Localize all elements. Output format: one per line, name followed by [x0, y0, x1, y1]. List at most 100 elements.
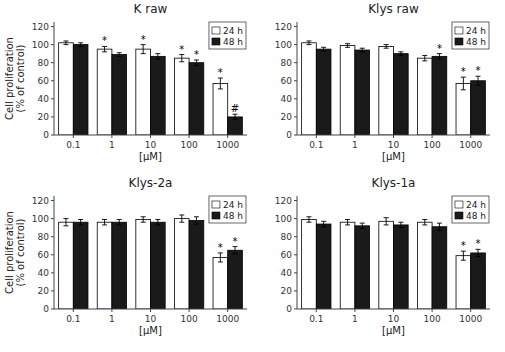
legend-label: 24 h	[223, 200, 243, 210]
bar	[471, 253, 486, 309]
y-tick	[51, 26, 54, 27]
y-axis-label-line: Cell proliferation	[4, 37, 15, 120]
error-cap	[437, 223, 442, 224]
annotation: *	[461, 240, 466, 251]
y-tick-label: 80	[38, 58, 50, 68]
error-cap	[63, 40, 68, 41]
error-cap	[321, 226, 326, 227]
bar	[189, 63, 204, 135]
x-tick-label: 0.1	[309, 140, 323, 150]
bar	[97, 222, 112, 309]
error-stem	[323, 221, 324, 226]
x-tick	[150, 309, 151, 312]
error-cap	[117, 224, 122, 225]
error-cap	[194, 224, 199, 225]
legend-swatch	[212, 212, 220, 219]
y-axis-line	[54, 196, 55, 309]
x-tick-label: 1000	[459, 314, 482, 324]
y-tick-label: 20	[281, 286, 293, 296]
x-tick	[111, 309, 112, 312]
error-cap	[384, 217, 389, 218]
legend: 24 h48 h	[209, 196, 246, 223]
legend-label: 24 h	[466, 26, 486, 36]
error-stem	[463, 77, 464, 90]
error-bar	[63, 41, 68, 45]
error-stem	[347, 44, 348, 48]
annotation: *	[194, 49, 199, 60]
panel: Klys-1a**0204060801001200.11101001000[μM…	[275, 176, 490, 336]
marks	[59, 41, 243, 135]
y-tick-label: 80	[281, 232, 293, 242]
error-cap	[476, 256, 481, 257]
y-tick	[294, 26, 297, 27]
error-bar	[218, 253, 223, 262]
y-tick-label: 80	[281, 58, 293, 68]
x-tick-label: 100	[181, 140, 198, 150]
x-tick-label: 1	[109, 314, 115, 324]
x-tick-label: 1000	[216, 314, 239, 324]
error-stem	[400, 52, 401, 56]
bar	[73, 45, 88, 135]
bar	[228, 117, 243, 135]
error-bar	[141, 217, 146, 222]
error-stem	[424, 55, 425, 60]
error-bar	[398, 52, 403, 56]
error-stem	[80, 43, 81, 47]
y-tick	[51, 116, 54, 117]
error-cap	[384, 48, 389, 49]
error-bar	[233, 114, 238, 119]
bar	[228, 250, 243, 309]
y-tick	[294, 135, 297, 136]
legend-frame	[452, 196, 489, 223]
error-stem	[143, 217, 144, 222]
error-bar	[321, 47, 326, 51]
error-stem	[196, 60, 197, 65]
error-cap	[141, 222, 146, 223]
error-bar	[476, 76, 481, 85]
x-tick	[432, 135, 433, 138]
legend-swatch	[212, 38, 220, 45]
error-cap	[422, 224, 427, 225]
error-cap	[218, 88, 223, 89]
error-stem	[119, 220, 120, 225]
annotation: *	[437, 43, 442, 54]
bar	[73, 222, 88, 309]
annotation: #	[231, 103, 239, 114]
error-cap	[63, 218, 68, 219]
x-tick	[354, 135, 355, 138]
bar	[456, 83, 471, 135]
legend-swatch	[455, 201, 463, 208]
error-stem	[220, 253, 221, 262]
y-tick-label: 0	[286, 304, 292, 314]
error-stem	[181, 215, 182, 222]
bar	[189, 220, 204, 309]
y-tick	[294, 80, 297, 81]
error-stem	[478, 76, 479, 85]
error-cap	[437, 230, 442, 231]
y-axis-label-line: Cell proliferation	[4, 211, 15, 294]
error-cap	[345, 219, 350, 220]
error-cap	[194, 65, 199, 66]
bar	[112, 222, 127, 309]
error-cap	[117, 56, 122, 57]
error-bar	[63, 219, 68, 226]
error-bar	[398, 222, 403, 227]
bar	[432, 56, 447, 135]
y-tick	[51, 309, 54, 310]
y-tick-label: 60	[281, 76, 293, 86]
x-tick	[316, 309, 317, 312]
error-cap	[306, 222, 311, 223]
annotation: *	[141, 34, 146, 45]
y-tick-label: 60	[38, 76, 50, 86]
error-bar	[461, 251, 466, 260]
bar	[136, 220, 151, 309]
y-tick-label: 100	[32, 40, 49, 50]
error-bar	[78, 220, 83, 225]
x-tick-label: 1000	[459, 140, 482, 150]
x-tick	[470, 309, 471, 312]
error-cap	[233, 119, 238, 120]
y-tick-label: 60	[281, 250, 293, 260]
y-tick-label: 0	[43, 130, 49, 140]
error-bar	[345, 220, 350, 225]
bar	[59, 43, 74, 135]
